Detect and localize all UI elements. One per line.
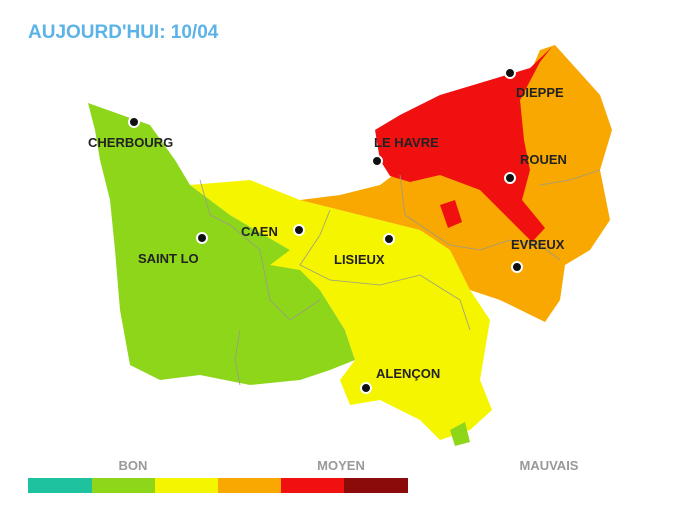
city-dot [383, 233, 395, 245]
legend-swatch [92, 478, 155, 493]
city-dot [371, 155, 383, 167]
border [399, 174, 561, 261]
cities: CHERBOURG DIEPPE LE HAVRE ROUEN CAEN SAI… [88, 67, 567, 394]
region-map [88, 45, 612, 446]
zone-fair [190, 180, 492, 440]
city-label: ROUEN [520, 152, 567, 167]
city-label: ALENÇON [376, 366, 440, 381]
zone-good [88, 103, 355, 385]
legend-label: MAUVAIS [520, 458, 579, 473]
legend-label: BON [119, 458, 148, 473]
border [199, 179, 321, 321]
city-label: SAINT LO [138, 251, 199, 266]
legend-swatch [28, 478, 92, 493]
title: AUJOURD'HUI: 10/04 [28, 22, 219, 43]
city-dot [196, 232, 208, 244]
zone-poor [375, 47, 552, 242]
legend-swatch [281, 478, 344, 493]
legend-swatch [218, 478, 281, 493]
city-label: LISIEUX [334, 252, 385, 267]
city-dot [504, 67, 516, 79]
zone-poor-patch [440, 200, 462, 228]
city-dot [128, 116, 140, 128]
city-dot [293, 224, 305, 236]
border [234, 329, 241, 386]
zone-average [300, 45, 612, 322]
city-label: DIEPPE [516, 85, 564, 100]
legend-swatch [155, 478, 218, 493]
legend-label: MOYEN [317, 458, 365, 473]
city-label: CAEN [241, 224, 278, 239]
city-label: CHERBOURG [88, 135, 173, 150]
city-dot [504, 172, 516, 184]
legend: BON MOYEN MAUVAIS [28, 458, 579, 493]
legend-swatch [344, 478, 408, 493]
border [299, 209, 471, 331]
border [539, 169, 601, 186]
zone-green-patch [450, 422, 470, 446]
city-label: EVREUX [511, 237, 565, 252]
city-dot [360, 382, 372, 394]
city-dot [511, 261, 523, 273]
city-label: LE HAVRE [374, 135, 439, 150]
